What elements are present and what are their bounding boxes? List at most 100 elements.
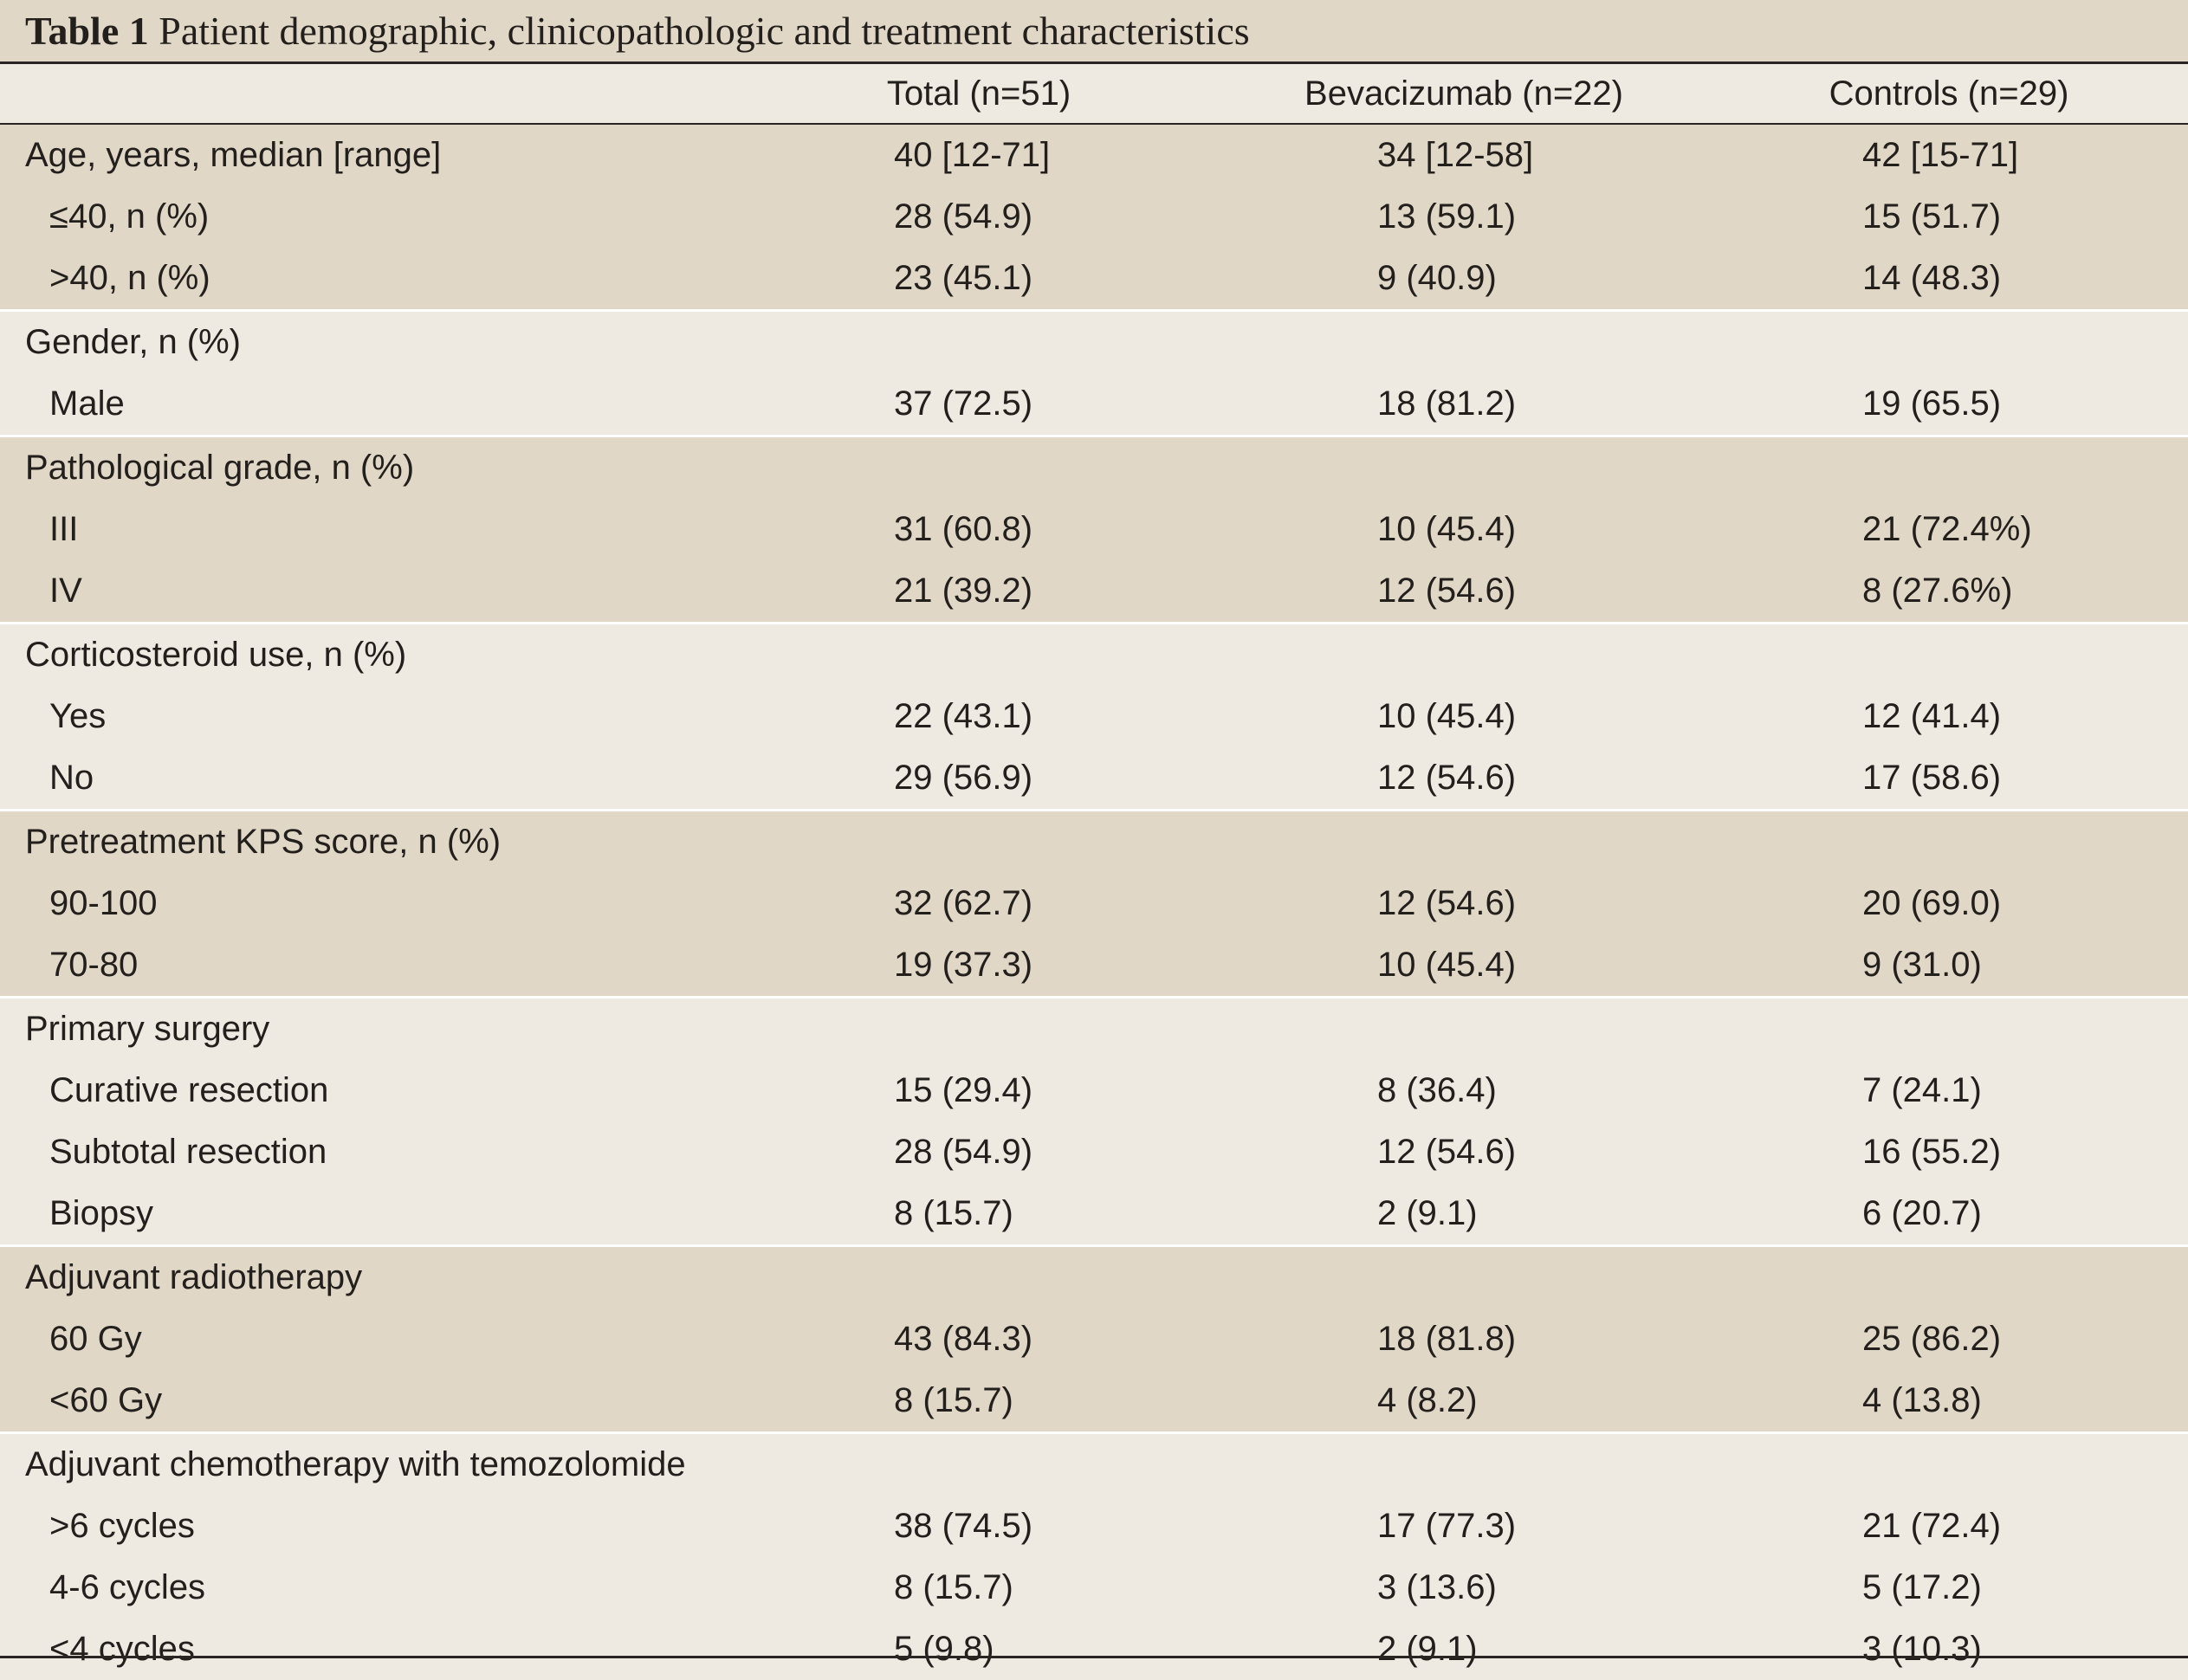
group-separator [0, 309, 2188, 312]
header-rule [0, 123, 2188, 125]
row-label: No [49, 759, 94, 797]
cell-bevacizumab: 34 [12-58] [1377, 136, 1534, 174]
group-heading-row: Primary surgery [0, 998, 2188, 1060]
group-separator [0, 809, 2188, 811]
table-row: Subtotal resection 28 (54.9) 12 (54.6) 16 (… [0, 1121, 2188, 1183]
cell-total: 32 (62.7) [894, 884, 1033, 922]
cell-controls: 14 (48.3) [1862, 259, 2002, 297]
cell-controls: 7 (24.1) [1862, 1071, 1982, 1109]
group-pretreatment-kps-score-n: Pretreatment KPS score, n (%) 90-100 32 (6… [0, 811, 2188, 996]
row-label: Primary surgery [25, 1010, 270, 1048]
cell-bevacizumab: 18 (81.8) [1377, 1320, 1517, 1358]
cell-controls: 25 (86.2) [1862, 1320, 2002, 1358]
table-row: 70-80 19 (37.3) 10 (45.4) 9 (31.0) [0, 934, 2188, 996]
group-pathological-grade-n: Pathological grade, n (%) III 31 (60.8) 10 … [0, 437, 2188, 622]
group-heading-row: Adjuvant chemotherapy with temozolomide [0, 1434, 2188, 1496]
row-label: Age, years, median [range] [25, 136, 442, 174]
cell-total: 28 (54.9) [894, 197, 1033, 236]
cell-bevacizumab: 2 (9.1) [1377, 1630, 1478, 1668]
cell-controls: 5 (17.2) [1862, 1568, 1982, 1606]
row-label: Male [49, 384, 125, 423]
table-row: 4-6 cycles 8 (15.7) 3 (13.6) 5 (17.2) [0, 1557, 2188, 1619]
row-label: >40, n (%) [49, 259, 210, 297]
table-row: Yes 22 (43.1) 10 (45.4) 12 (41.4) [0, 686, 2188, 747]
row-label: Biopsy [49, 1194, 154, 1232]
table-caption: Table 1 Patient demographic, clinicopath… [0, 0, 2188, 61]
row-label: Corticosteroid use, n (%) [25, 636, 407, 674]
table-row: >40, n (%) 23 (45.1) 9 (40.9) 14 (48.3) [0, 248, 2188, 309]
row-label: Yes [49, 697, 107, 735]
table-row: III 31 (60.8) 10 (45.4) 21 (72.4%) [0, 499, 2188, 560]
table-row: >6 cycles 38 (74.5) 17 (77.3) 21 (72.4) [0, 1496, 2188, 1557]
cell-total: 43 (84.3) [894, 1320, 1033, 1358]
cell-controls: 19 (65.5) [1862, 384, 2002, 423]
row-label: >6 cycles [49, 1507, 195, 1545]
row-label: <4 cycles [49, 1630, 195, 1668]
row-label: Pretreatment KPS score, n (%) [25, 823, 502, 861]
row-label: III [49, 510, 79, 548]
cell-controls: 4 (13.8) [1862, 1381, 1982, 1419]
cell-total: 28 (54.9) [894, 1133, 1033, 1171]
bottom-rule [0, 1656, 2188, 1658]
cell-total: 23 (45.1) [894, 259, 1033, 297]
table-row: <4 cycles 5 (9.8) 2 (9.1) 3 (10.3) [0, 1619, 2188, 1680]
cell-controls: 42 [15-71] [1862, 136, 2019, 174]
cell-total: 29 (56.9) [894, 759, 1033, 797]
group-separator [0, 1244, 2188, 1247]
group-heading-row: Adjuvant radiotherapy [0, 1247, 2188, 1308]
cell-controls: 17 (58.6) [1862, 759, 2002, 797]
cell-total: 8 (15.7) [894, 1194, 1013, 1232]
row-label: 70-80 [49, 946, 139, 984]
cell-controls: 8 (27.6%) [1862, 572, 2013, 610]
cell-total: 5 (9.8) [894, 1630, 994, 1668]
cell-bevacizumab: 10 (45.4) [1377, 946, 1517, 984]
row-label: IV [49, 572, 82, 610]
cell-controls: 15 (51.7) [1862, 197, 2002, 236]
cell-total: 8 (15.7) [894, 1568, 1013, 1606]
table-row: <60 Gy 8 (15.7) 4 (8.2) 4 (13.8) [0, 1370, 2188, 1431]
table-row: Male 37 (72.5) 18 (81.2) 19 (65.5) [0, 373, 2188, 435]
cell-bevacizumab: 12 (54.6) [1377, 1133, 1517, 1171]
group-separator [0, 996, 2188, 998]
cell-total: 8 (15.7) [894, 1381, 1013, 1419]
group-heading-row: Pathological grade, n (%) [0, 437, 2188, 499]
group-heading-row: Pretreatment KPS score, n (%) [0, 811, 2188, 873]
cell-bevacizumab: 13 (59.1) [1377, 197, 1517, 236]
cell-controls: 12 (41.4) [1862, 697, 2002, 735]
cell-controls: 21 (72.4) [1862, 1507, 2002, 1545]
cell-bevacizumab: 9 (40.9) [1377, 259, 1497, 297]
cell-total: 22 (43.1) [894, 697, 1033, 735]
group-corticosteroid-use-n: Corticosteroid use, n (%) Yes 22 (43.1) 10 … [0, 624, 2188, 809]
group-age-years-median-range: Age, years, median [range] 40 [12-71] 34 [… [0, 125, 2188, 309]
row-label: Curative resection [49, 1071, 329, 1109]
cell-bevacizumab: 10 (45.4) [1377, 697, 1517, 735]
cell-controls: 20 (69.0) [1862, 884, 2002, 922]
row-label: 60 Gy [49, 1320, 142, 1358]
cell-controls: 9 (31.0) [1862, 946, 1982, 984]
group-separator [0, 1431, 2188, 1434]
table-row: 90-100 32 (62.7) 12 (54.6) 20 (69.0) [0, 873, 2188, 934]
table-row: ≤40, n (%) 28 (54.9) 13 (59.1) 15 (51.7) [0, 186, 2188, 248]
cell-total: 31 (60.8) [894, 510, 1033, 548]
table-row: 60 Gy 43 (84.3) 18 (81.8) 25 (86.2) [0, 1308, 2188, 1370]
cell-bevacizumab: 2 (9.1) [1377, 1194, 1478, 1232]
cell-total: 21 (39.2) [894, 572, 1033, 610]
cell-controls: 3 (10.3) [1862, 1630, 1982, 1668]
cell-bevacizumab: 12 (54.6) [1377, 759, 1517, 797]
cell-controls: 6 (20.7) [1862, 1194, 1982, 1232]
table-row: Biopsy 8 (15.7) 2 (9.1) 6 (20.7) [0, 1183, 2188, 1244]
group-adjuvant-chemotherapy-with-temozolomide: Adjuvant chemotherapy with temozolomide >… [0, 1434, 2188, 1680]
header-bevacizumab: Bevacizumab (n=22) [1304, 74, 1623, 113]
row-label: 90-100 [49, 884, 158, 922]
table-row: No 29 (56.9) 12 (54.6) 17 (58.6) [0, 747, 2188, 809]
cell-bevacizumab: 10 (45.4) [1377, 510, 1517, 548]
group-gender-n: Gender, n (%) Male 37 (72.5) 18 (81.2) 19 (6… [0, 312, 2188, 435]
cell-total: 40 [12-71] [894, 136, 1051, 174]
group-heading-row: Age, years, median [range] 40 [12-71] 34 [… [0, 125, 2188, 186]
table-row: Curative resection 15 (29.4) 8 (36.4) 7 (24… [0, 1060, 2188, 1121]
cell-bevacizumab: 8 (36.4) [1377, 1071, 1497, 1109]
cell-total: 15 (29.4) [894, 1071, 1033, 1109]
cell-total: 38 (74.5) [894, 1507, 1033, 1545]
top-rule [0, 61, 2188, 64]
